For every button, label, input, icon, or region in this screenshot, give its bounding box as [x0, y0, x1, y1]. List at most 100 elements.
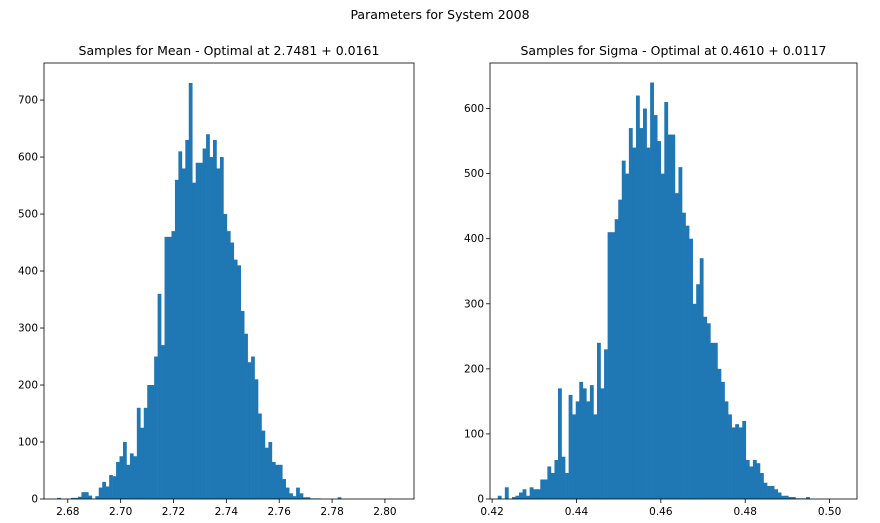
histogram-bar — [258, 413, 262, 499]
histogram-bar — [575, 401, 580, 499]
histogram-bar — [759, 472, 764, 499]
histogram-bar — [628, 128, 633, 499]
panel-2-title: Samples for Sigma - Optimal at 0.4610 + … — [520, 43, 826, 58]
y-tick-label: 500 — [464, 168, 484, 180]
x-tick-label: 0.44 — [565, 506, 589, 518]
histogram-bar — [689, 238, 693, 499]
histogram-bar — [154, 356, 158, 499]
y-tick-label: 0 — [31, 494, 38, 506]
histogram-bar — [244, 333, 248, 499]
histogram-bar — [504, 487, 509, 499]
histogram-bar — [791, 497, 796, 499]
histogram-bar — [98, 487, 103, 499]
histogram-bar — [639, 128, 644, 499]
histogram-bar — [703, 316, 708, 499]
histogram-bar — [550, 472, 555, 499]
histogram-bar — [123, 442, 127, 499]
histogram-bar — [682, 212, 686, 500]
histogram-bar — [710, 342, 715, 499]
histogram-bar — [731, 427, 736, 499]
histogram-bar — [178, 151, 183, 499]
histogram-bar — [738, 427, 743, 499]
histogram-bar — [126, 464, 131, 499]
histogram-bar — [77, 496, 82, 499]
panel-2-axes-frame — [489, 62, 858, 500]
histogram-bar — [806, 497, 810, 499]
histogram-bar — [728, 414, 732, 499]
x-tick-label: 0.50 — [818, 506, 841, 518]
histogram-bar — [147, 385, 151, 499]
histogram-bar — [752, 459, 757, 499]
histogram-bar — [614, 219, 619, 499]
histogram-bar — [767, 485, 771, 499]
histogram-bar — [632, 147, 637, 499]
panel-1-title: Samples for Mean - Optimal at 2.7481 + 0… — [79, 43, 380, 58]
y-tick-label: 100 — [18, 437, 38, 449]
histogram-bar — [199, 162, 203, 500]
histogram-bar — [150, 385, 155, 499]
y-tick-label: 400 — [464, 233, 484, 245]
histogram-bar — [543, 479, 548, 499]
x-tick-label: 0.46 — [649, 506, 673, 518]
histogram-bar — [596, 342, 601, 499]
histogram-bar — [664, 102, 669, 499]
histogram-bar — [185, 139, 190, 499]
histogram-bar — [618, 199, 623, 499]
histogram-bar — [745, 459, 750, 499]
histogram-bar — [233, 259, 238, 499]
histogram-bar — [536, 489, 541, 499]
histogram-bar — [784, 495, 789, 499]
y-tick-label: 700 — [18, 95, 38, 107]
histogram-bar — [674, 193, 679, 499]
histogram-bar — [625, 173, 630, 499]
y-tick-label: 0 — [477, 494, 484, 506]
histogram-bar — [247, 362, 252, 499]
histogram-bar — [81, 492, 86, 499]
x-tick-label: 2.72 — [162, 506, 185, 518]
histogram-bar — [296, 487, 300, 499]
y-tick-label: 200 — [464, 363, 484, 375]
histogram-bar — [202, 148, 207, 500]
histogram-bar — [278, 464, 283, 499]
y-tick-label: 300 — [18, 323, 38, 335]
x-tick-label: 0.48 — [734, 506, 757, 518]
histogram-bar — [219, 157, 224, 500]
histogram-bar — [756, 463, 761, 499]
histogram-bar — [660, 173, 665, 499]
histogram-bar — [735, 424, 740, 499]
histogram-bar — [621, 160, 626, 500]
histogram-bar — [105, 486, 110, 499]
histogram-bar — [717, 368, 722, 499]
histogram-bar — [713, 342, 718, 499]
histogram-bar — [593, 414, 598, 499]
y-tick-label: 400 — [18, 266, 38, 278]
histogram-bar — [303, 497, 307, 499]
histogram-bar — [174, 179, 179, 499]
histogram-bar — [140, 427, 145, 499]
histogram-bar — [206, 134, 210, 500]
histogram-bar — [261, 430, 266, 499]
histogram-bar — [692, 303, 697, 499]
histogram-bar — [240, 310, 245, 499]
histogram-bar — [129, 453, 134, 499]
x-tick-label: 0.42 — [480, 506, 503, 518]
x-tick-label: 2.68 — [56, 506, 79, 518]
histogram-bar — [650, 82, 654, 500]
histogram-bar — [667, 134, 672, 499]
histogram-bar — [568, 394, 573, 499]
histogram-bar — [579, 381, 584, 499]
histogram-bar — [112, 476, 117, 499]
histogram-bar — [136, 407, 141, 499]
histogram-bar — [533, 489, 538, 499]
histogram-bar — [526, 495, 530, 499]
histogram-bar — [685, 225, 690, 499]
figure-title: Parameters for System 2008 — [350, 7, 530, 22]
histogram-bar — [572, 414, 577, 499]
histogram-bar — [600, 388, 605, 499]
histogram-bar — [699, 258, 704, 499]
histogram-bar — [264, 447, 269, 499]
panel-1-axes-frame — [43, 62, 415, 500]
histogram-bar — [589, 385, 594, 499]
histogram-bar — [109, 475, 113, 499]
histogram-bar — [337, 497, 342, 499]
